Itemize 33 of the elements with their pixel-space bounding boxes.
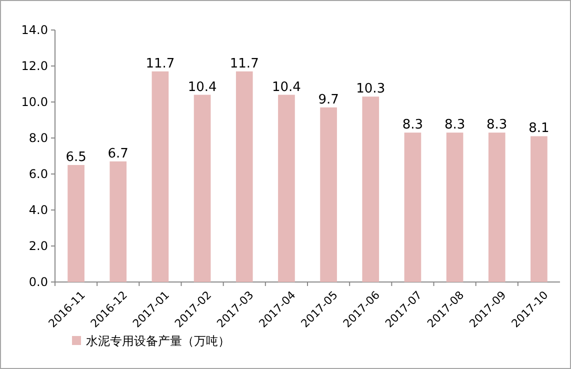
bar	[320, 107, 337, 282]
bar	[194, 94, 211, 282]
data-label: 8.3	[486, 118, 508, 133]
data-label: 11.7	[146, 56, 175, 72]
y-tick-label: 0.0	[28, 275, 48, 289]
bar	[68, 165, 84, 282]
y-tick-label: 2.0	[28, 239, 48, 253]
legend-label: 水泥专用设备产量（万吨）	[86, 334, 230, 348]
data-label: 9.7	[318, 92, 339, 108]
bar	[110, 161, 127, 282]
bar	[152, 71, 169, 282]
data-label: 10.4	[188, 80, 217, 95]
data-label: 6.5	[66, 150, 86, 165]
y-tick-label: 12.0	[21, 59, 48, 73]
data-label: 10.3	[356, 82, 386, 97]
y-tick-label: 8.0	[28, 131, 48, 145]
data-label: 8.3	[402, 118, 424, 133]
data-label: 11.7	[230, 56, 259, 72]
data-label: 8.1	[528, 121, 550, 136]
bar	[278, 94, 295, 282]
bar	[530, 136, 548, 282]
y-tick-label: 10.0	[21, 95, 48, 109]
bar	[362, 96, 380, 282]
bar	[488, 132, 506, 282]
y-tick-label: 4.0	[28, 203, 48, 217]
data-label: 10.4	[272, 80, 301, 95]
y-tick-label: 6.0	[28, 167, 48, 181]
data-label: 8.3	[444, 118, 466, 133]
bar	[446, 132, 464, 282]
data-label: 6.7	[108, 146, 128, 162]
bar	[236, 71, 253, 282]
bar	[404, 132, 422, 282]
y-tick-label: 14.0	[21, 23, 48, 37]
